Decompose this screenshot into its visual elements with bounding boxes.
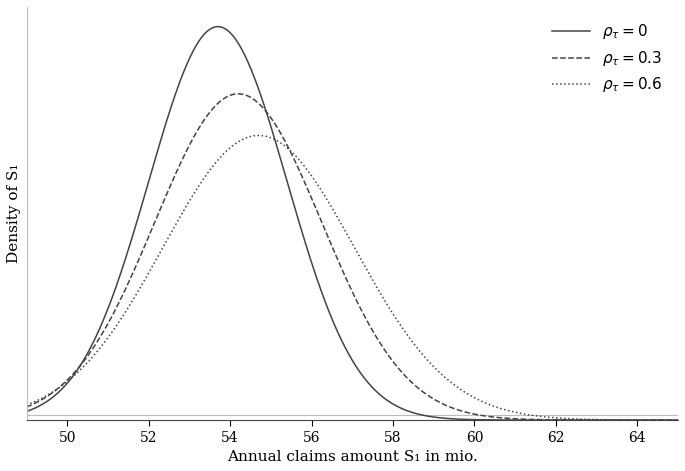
$\rho_\tau = 0.3$ (55, 384, 64, 390)
$\rho_\tau = 0.3$ (23, 404, 31, 410)
$\rho_\tau = 0$ (656, 417, 664, 423)
Line: $\rho_\tau = 0.6$: $\rho_\tau = 0.6$ (27, 136, 678, 420)
Line: $\rho_\tau = 0$: $\rho_\tau = 0$ (27, 27, 678, 420)
$\rho_\tau = 0.6$ (655, 417, 663, 423)
$\rho_\tau = 0.3$ (340, 270, 348, 276)
$\rho_\tau = 0$ (674, 417, 682, 423)
$\rho_\tau = 0$ (340, 341, 348, 347)
$\rho_\tau = 0.6$ (254, 133, 262, 138)
$\rho_\tau = 0.6$ (340, 226, 348, 231)
$\rho_\tau = 0$ (214, 24, 222, 30)
$\rho_\tau = 0.3$ (674, 417, 682, 423)
$\rho_\tau = 0.3$ (656, 417, 664, 423)
$\rho_\tau = 0.6$ (536, 414, 544, 419)
Legend: $\rho_\tau = 0$, $\rho_\tau = 0.3$, $\rho_\tau = 0.6$: $\rho_\tau = 0$, $\rho_\tau = 0.3$, $\rh… (544, 15, 671, 102)
$\rho_\tau = 0.3$ (655, 417, 663, 423)
$\rho_\tau = 0.6$ (322, 196, 330, 202)
$\rho_\tau = 0.3$ (322, 230, 330, 236)
$\rho_\tau = 0$ (55, 388, 64, 394)
$\rho_\tau = 0.6$ (674, 417, 682, 423)
$\rho_\tau = 0.3$ (536, 417, 544, 422)
$\rho_\tau = 0.3$ (234, 91, 242, 97)
$\rho_\tau = 0.6$ (656, 417, 664, 423)
$\rho_\tau = 0.6$ (55, 384, 64, 390)
X-axis label: Annual claims amount S₁ in mio.: Annual claims amount S₁ in mio. (227, 450, 477, 464)
Y-axis label: Density of S₁: Density of S₁ (7, 164, 21, 263)
$\rho_\tau = 0$ (322, 302, 330, 308)
$\rho_\tau = 0.6$ (23, 402, 31, 408)
Line: $\rho_\tau = 0.3$: $\rho_\tau = 0.3$ (27, 94, 678, 420)
$\rho_\tau = 0$ (655, 417, 663, 423)
$\rho_\tau = 0$ (23, 409, 31, 414)
$\rho_\tau = 0$ (536, 417, 544, 423)
